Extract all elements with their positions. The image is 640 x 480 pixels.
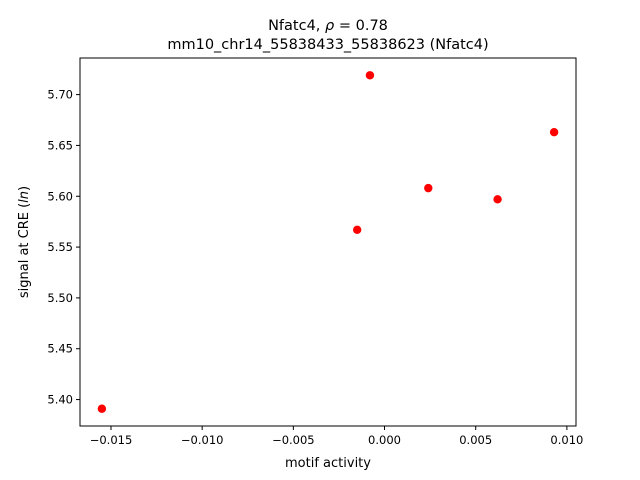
y-tick-label: 5.45 — [47, 342, 73, 356]
scatter-point — [493, 195, 502, 204]
x-tick-label: 0.000 — [368, 433, 401, 447]
y-tick-label: 5.40 — [47, 393, 73, 407]
y-tick-label: 5.65 — [47, 138, 73, 152]
y-axis-ticks: 5.40 5.45 5.50 5.55 5.60 5.65 5.70 — [47, 88, 80, 407]
y-axis-label: signal at CRE (ln) — [17, 186, 32, 298]
x-tick-label: 0.010 — [550, 433, 583, 447]
x-tick-label: −0.015 — [90, 433, 133, 447]
y-tick-label: 5.55 — [47, 240, 73, 254]
scatter-point — [549, 128, 559, 137]
scatter-point — [352, 225, 362, 235]
x-tick-label: −0.005 — [272, 433, 315, 447]
scatter-point — [365, 71, 375, 80]
chart-title-line2: mm10_chr14_55838433_55838623 (Nfatc4) — [167, 37, 488, 53]
chart-title-rho-value: = 0.78 — [334, 18, 388, 34]
y-tick-label: 5.70 — [47, 88, 73, 102]
y-axis-label-suffix: ) — [17, 186, 32, 191]
x-tick-label: 0.005 — [459, 433, 492, 447]
x-axis-label: motif activity — [285, 456, 371, 471]
y-axis-label-prefix: signal at CRE ( — [17, 203, 32, 298]
y-tick-label: 5.60 — [47, 189, 73, 203]
plot-area-frame — [79, 57, 577, 427]
chart-title-prefix: Nfatc4, — [268, 18, 325, 34]
chart-title-line1: Nfatc4, ρ = 0.78 — [268, 18, 388, 34]
scatter-point — [424, 183, 433, 193]
data-points — [97, 71, 559, 413]
x-axis-ticks: −0.015 −0.010 −0.005 0.000 0.005 0.010 — [90, 426, 583, 447]
y-tick-label: 5.50 — [47, 291, 73, 305]
chart-title-rho-symbol: ρ — [325, 18, 335, 34]
y-axis-label-italic: ln — [17, 191, 32, 203]
x-tick-label: −0.010 — [181, 433, 224, 447]
scatter-point — [97, 404, 107, 413]
